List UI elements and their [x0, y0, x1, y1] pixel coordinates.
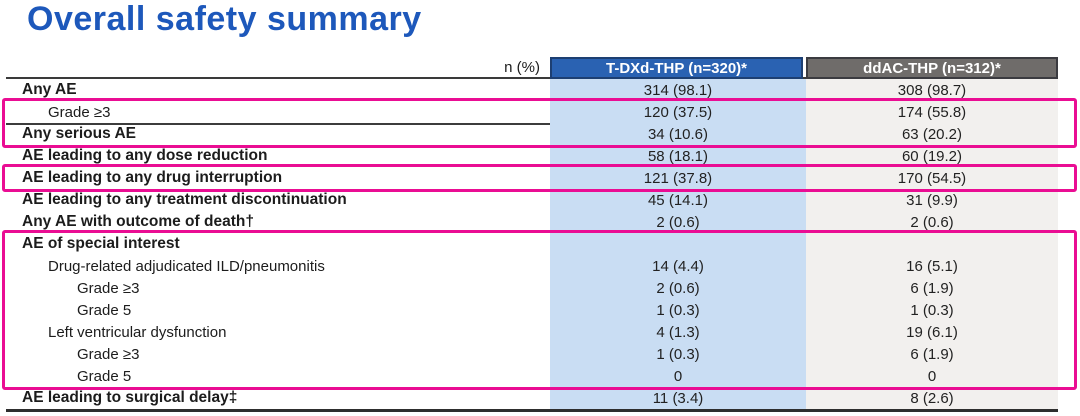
- ddac-value: 2 (0.6): [806, 211, 1058, 233]
- table-row: AE of special interest: [6, 233, 1058, 255]
- table-row: Grade ≥3 120 (37.5) 174 (55.8): [6, 101, 1058, 123]
- table-row: Any AE with outcome of death† 2 (0.6) 2 …: [6, 211, 1058, 233]
- table-row: Grade 5 0 0: [6, 365, 1058, 387]
- tdxd-value: 58 (18.1): [550, 145, 806, 167]
- tdxd-value: 2 (0.6): [550, 211, 806, 233]
- table-row: Any serious AE 34 (10.6) 63 (20.2): [6, 123, 1058, 145]
- ddac-value: 0: [806, 365, 1058, 387]
- tdxd-value: 314 (98.1): [550, 79, 806, 101]
- column-header-ddac-thp: ddAC-THP (n=312)*: [806, 57, 1058, 79]
- table-row: Drug-related adjudicated ILD/pneumonitis…: [6, 255, 1058, 277]
- row-label: AE leading to any dose reduction: [22, 147, 268, 164]
- row-label: Any AE with outcome of death†: [22, 213, 254, 230]
- tdxd-value: 11 (3.4): [550, 387, 806, 409]
- table-row: Left ventricular dysfunction 4 (1.3) 19 …: [6, 321, 1058, 343]
- tdxd-value: 121 (37.8): [550, 167, 806, 189]
- ddac-value: 60 (19.2): [806, 145, 1058, 167]
- row-label: AE leading to surgical delay‡: [22, 389, 238, 406]
- row-label: Grade ≥3: [77, 279, 140, 297]
- table-row: AE leading to any dose reduction 58 (18.…: [6, 145, 1058, 167]
- tdxd-value: 2 (0.6): [550, 277, 806, 299]
- ddac-value: 8 (2.6): [806, 387, 1058, 409]
- table-row: AE leading to any drug interruption 121 …: [6, 167, 1058, 189]
- row-label: Grade 5: [77, 367, 132, 385]
- table-row: Any AE 314 (98.1) 308 (98.7): [6, 79, 1058, 101]
- column-header-tdxd-thp: T-DXd-THP (n=320)*: [550, 57, 803, 79]
- header-gap: [803, 57, 806, 77]
- ddac-value: 31 (9.9): [806, 189, 1058, 211]
- ddac-value: 1 (0.3): [806, 299, 1058, 321]
- table-header-row: n (%) T-DXd-THP (n=320)* ddAC-THP (n=312…: [6, 57, 1058, 79]
- tdxd-value: 45 (14.1): [550, 189, 806, 211]
- tdxd-value: 14 (4.4): [550, 255, 806, 277]
- tdxd-value: 1 (0.3): [550, 343, 806, 365]
- page-title: Overall safety summary: [27, 0, 422, 38]
- ddac-value: 16 (5.1): [806, 255, 1058, 277]
- row-label: AE leading to any drug interruption: [22, 169, 283, 186]
- row-label: Grade ≥3: [77, 345, 140, 363]
- row-label: AE of special interest: [22, 235, 180, 252]
- tdxd-value: 34 (10.6): [550, 123, 806, 145]
- ddac-value: 63 (20.2): [806, 123, 1058, 145]
- tdxd-value: 1 (0.3): [550, 299, 806, 321]
- ddac-value: 19 (6.1): [806, 321, 1058, 343]
- table-row: AE leading to any treatment discontinuat…: [6, 189, 1058, 211]
- row-label: Any AE: [22, 81, 77, 98]
- row-label: Left ventricular dysfunction: [48, 323, 227, 341]
- row-label: Drug-related adjudicated ILD/pneumonitis: [48, 257, 325, 275]
- row-label: Grade ≥3: [48, 103, 111, 121]
- tdxd-value: [550, 233, 806, 255]
- table-row: Grade 5 1 (0.3) 1 (0.3): [6, 299, 1058, 321]
- ddac-value: 6 (1.9): [806, 343, 1058, 365]
- table-row: Grade ≥3 1 (0.3) 6 (1.9): [6, 343, 1058, 365]
- tdxd-value: 120 (37.5): [550, 101, 806, 123]
- table-row: AE leading to surgical delay‡ 11 (3.4) 8…: [6, 387, 1058, 409]
- ddac-value: [806, 233, 1058, 255]
- safety-summary-table: n (%) T-DXd-THP (n=320)* ddAC-THP (n=312…: [6, 57, 1058, 412]
- row-label: Grade 5: [77, 301, 132, 319]
- row-label: Any serious AE: [22, 125, 136, 142]
- tdxd-value: 0: [550, 365, 806, 387]
- ddac-value: 170 (54.5): [806, 167, 1058, 189]
- ddac-value: 308 (98.7): [806, 79, 1058, 101]
- tdxd-value: 4 (1.3): [550, 321, 806, 343]
- table-row: Grade ≥3 2 (0.6) 6 (1.9): [6, 277, 1058, 299]
- ddac-value: 174 (55.8): [806, 101, 1058, 123]
- ddac-value: 6 (1.9): [806, 277, 1058, 299]
- unit-label: n (%): [504, 58, 540, 76]
- row-label: AE leading to any treatment discontinuat…: [22, 191, 347, 208]
